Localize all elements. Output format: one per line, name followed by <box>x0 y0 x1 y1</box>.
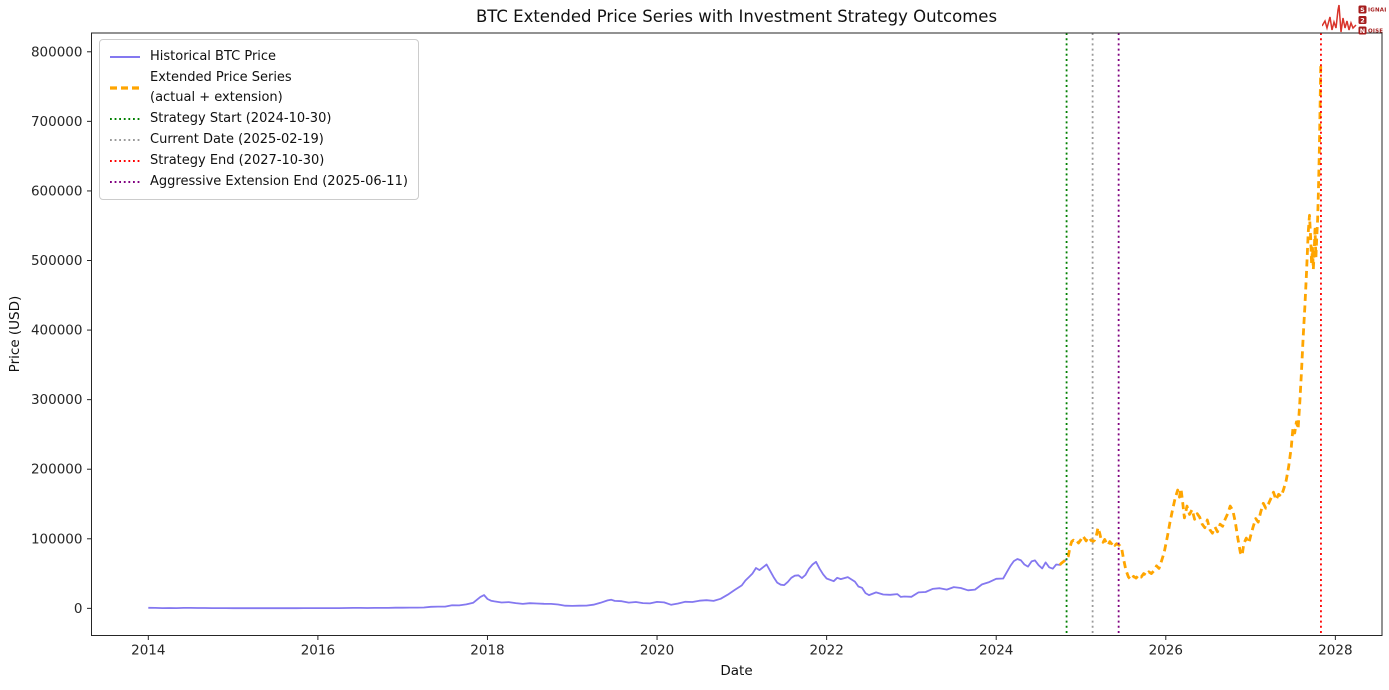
y-tick-label: 0 <box>74 601 83 617</box>
legend-swatch-dashed-icon <box>110 86 140 90</box>
legend-swatch-dotted-icon <box>110 118 140 120</box>
ecg-wave <box>1321 4 1357 33</box>
event-vlines <box>1065 33 1322 636</box>
logo-word-rest: OISE <box>1368 29 1383 35</box>
y-tick-label: 200000 <box>31 462 83 478</box>
x-tick-label: 2020 <box>640 643 674 659</box>
x-tick-label: 2016 <box>301 643 335 659</box>
legend-label: Current Date (2025-02-19) <box>150 132 324 147</box>
logo-badge-letter: N <box>1360 27 1365 35</box>
y-tick-label: 300000 <box>31 392 83 408</box>
y-axis-label: Price (USD) <box>7 295 23 373</box>
logo-badge-letter: 2 <box>1360 17 1365 25</box>
signal2noise-logo: S IGNAL 2 N OISE <box>1321 3 1388 44</box>
y-tick-label: 600000 <box>31 183 83 199</box>
legend-swatch-solid-icon <box>110 56 140 58</box>
legend-swatch-dotted-icon <box>110 181 140 183</box>
y-tick-label: 100000 <box>31 531 83 547</box>
y-tick-label: 500000 <box>31 253 83 269</box>
x-axis-label: Date <box>720 663 753 679</box>
series-group <box>148 62 1323 610</box>
legend: Historical BTC Price Extended Price Serie… <box>99 39 419 200</box>
legend-label: Strategy End (2027-10-30) <box>150 153 325 168</box>
logo-badge-1 <box>1358 16 1367 24</box>
x-tick-label: 2014 <box>131 643 165 659</box>
series-line-1 <box>1058 62 1323 582</box>
x-tick-label: 2028 <box>1318 643 1352 659</box>
x-axis-ticks: 2014 2016 2018 2020 2022 2024 2026 2028 <box>131 635 1353 659</box>
legend-item-3: Current Date (2025-02-19) <box>109 130 408 150</box>
x-tick-label: 2018 <box>470 643 504 659</box>
legend-swatch-dotted-icon <box>110 160 140 162</box>
x-tick-label: 2026 <box>1149 643 1183 659</box>
y-tick-label: 700000 <box>31 114 83 130</box>
y-tick-label: 800000 <box>31 44 83 60</box>
plot-frame <box>91 32 1383 636</box>
logo-badge-2 <box>1358 26 1367 35</box>
legend-item-2: Strategy Start (2024-10-30) <box>109 109 408 129</box>
logo-badge-letter: S <box>1360 6 1365 14</box>
legend-item-0: Historical BTC Price <box>109 47 408 67</box>
legend-swatch-dotted-icon <box>110 139 140 141</box>
legend-label: Extended Price Series (actual + extension… <box>150 70 292 105</box>
legend-item-1: Extended Price Series (actual + extension… <box>109 68 408 108</box>
legend-label: Aggressive Extension End (2025-06-11) <box>150 174 408 189</box>
chart-title: BTC Extended Price Series with Investmen… <box>475 7 998 26</box>
x-tick-label: 2022 <box>809 643 843 659</box>
legend-item-5: Aggressive Extension End (2025-06-11) <box>109 172 408 192</box>
legend-item-4: Strategy End (2027-10-30) <box>109 151 408 171</box>
legend-label: Strategy Start (2024-10-30) <box>150 111 332 126</box>
legend-label: Historical BTC Price <box>150 49 277 64</box>
logo-word-rest: IGNAL <box>1368 8 1386 14</box>
y-tick-label: 400000 <box>31 323 83 339</box>
logo-badge-0 <box>1358 5 1367 14</box>
series-line-0 <box>148 558 1068 610</box>
x-tick-label: 2024 <box>979 643 1013 659</box>
y-axis-ticks: 0 100000 200000 300000 400000 500000 600000 700… <box>31 44 92 617</box>
